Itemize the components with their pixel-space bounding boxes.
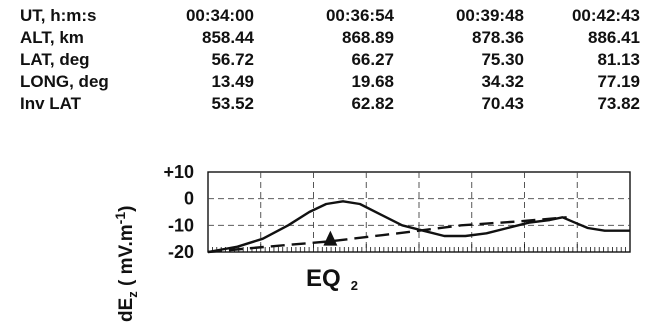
y-axis-label-part: -1 <box>112 212 128 225</box>
cell-value: 75.30 <box>481 50 524 69</box>
y-axis-label-part: ( mV.m <box>116 224 137 291</box>
cell-value: 13.49 <box>211 72 254 91</box>
cell-value: 56.72 <box>211 50 254 69</box>
y-tick-label: +10 <box>163 162 194 182</box>
row-label: LAT, deg <box>20 50 90 69</box>
row-label: Inv LAT <box>20 94 82 113</box>
table-row: LAT, deg 56.72 66.27 75.30 81.13 <box>0 50 657 74</box>
y-tick-label: -20 <box>168 242 194 262</box>
eq-marker-triangle <box>323 230 338 246</box>
cell-value: 00:39:48 <box>455 6 524 25</box>
eq-label-sub: 2 <box>351 278 358 293</box>
table-row: ALT, km 858.44 868.89 878.36 886.41 <box>0 28 657 52</box>
cell-value: 886.41 <box>588 28 640 47</box>
dashed-series-line <box>207 216 567 254</box>
table-row: LONG, deg 13.49 19.68 34.32 77.19 <box>0 72 657 96</box>
cell-value: 00:36:54 <box>325 6 394 25</box>
row-label: UT, h:m:s <box>20 6 97 25</box>
cell-value: 73.82 <box>597 94 640 113</box>
y-axis-label-part: dE <box>116 298 137 322</box>
y-tick-label: -10 <box>168 215 194 235</box>
cell-value: 53.52 <box>211 94 254 113</box>
y-axis-label: dEz ( mV.m-1) <box>112 206 140 322</box>
cell-value: 81.13 <box>597 50 640 69</box>
cell-value: 868.89 <box>342 28 394 47</box>
cell-value: 878.36 <box>472 28 524 47</box>
cell-value: 62.82 <box>351 94 394 113</box>
eq-label-main: EQ <box>306 265 341 292</box>
cell-value: 34.32 <box>481 72 524 91</box>
cell-value: 19.68 <box>351 72 394 91</box>
table-row: UT, h:m:s 00:34:00 00:36:54 00:39:48 00:42:4… <box>0 6 657 30</box>
table-row: Inv LAT 53.52 62.82 70.43 73.82 <box>0 94 657 118</box>
row-label: ALT, km <box>20 28 84 47</box>
cell-value: 66.27 <box>351 50 394 69</box>
y-axis-label-part: z <box>125 291 140 298</box>
y-tick-label: 0 <box>184 189 194 209</box>
eq-label: EQ 2 <box>306 265 358 293</box>
parameter-table: UT, h:m:s 00:34:00 00:36:54 00:39:48 00:42:4… <box>0 0 657 160</box>
y-axis-label-part: ) <box>116 206 137 212</box>
cell-value: 00:42:43 <box>571 6 640 25</box>
cell-value: 00:34:00 <box>185 6 254 25</box>
cell-value: 70.43 <box>481 94 524 113</box>
solid-series-line <box>207 200 630 254</box>
row-label: LONG, deg <box>20 72 109 91</box>
cell-value: 858.44 <box>202 28 254 47</box>
cell-value: 77.19 <box>597 72 640 91</box>
